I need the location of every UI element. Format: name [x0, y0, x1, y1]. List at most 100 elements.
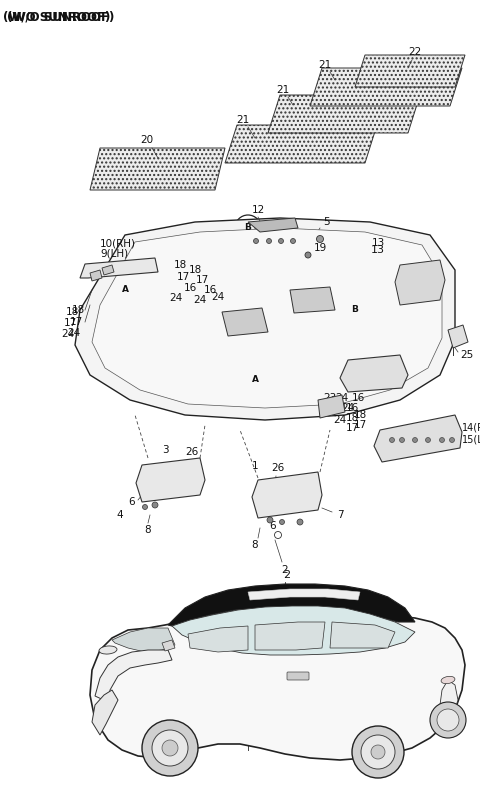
- Text: 24: 24: [211, 292, 225, 302]
- Text: 16: 16: [351, 393, 365, 403]
- Circle shape: [412, 437, 418, 442]
- Text: 24: 24: [334, 415, 347, 425]
- Text: 16: 16: [346, 403, 359, 413]
- Polygon shape: [222, 308, 268, 336]
- Polygon shape: [90, 616, 465, 760]
- Text: 26: 26: [271, 463, 285, 473]
- Text: 16: 16: [183, 283, 197, 293]
- Circle shape: [162, 740, 178, 756]
- Circle shape: [437, 709, 459, 731]
- Polygon shape: [290, 287, 335, 313]
- Polygon shape: [162, 640, 175, 651]
- Text: 12: 12: [252, 205, 264, 215]
- Polygon shape: [75, 218, 455, 420]
- Text: 6: 6: [270, 521, 276, 531]
- Polygon shape: [136, 458, 205, 502]
- Text: 21: 21: [276, 85, 289, 95]
- Polygon shape: [188, 626, 248, 652]
- Polygon shape: [112, 628, 175, 652]
- Circle shape: [253, 239, 259, 244]
- Text: 20: 20: [141, 135, 154, 145]
- Circle shape: [152, 502, 158, 508]
- Text: 4: 4: [117, 510, 123, 520]
- Circle shape: [297, 519, 303, 525]
- Circle shape: [143, 505, 147, 509]
- Text: 6: 6: [129, 497, 135, 507]
- Text: (W/O SUNROOF): (W/O SUNROOF): [7, 10, 114, 23]
- Text: 17: 17: [63, 318, 77, 328]
- Text: 24: 24: [169, 293, 182, 303]
- Polygon shape: [395, 260, 445, 305]
- Text: 11: 11: [382, 368, 395, 378]
- Text: 10(RH): 10(RH): [100, 238, 136, 248]
- Circle shape: [152, 730, 188, 766]
- Polygon shape: [80, 258, 158, 278]
- Text: 21: 21: [318, 60, 332, 70]
- Polygon shape: [438, 680, 458, 730]
- FancyBboxPatch shape: [287, 672, 309, 680]
- Polygon shape: [90, 270, 102, 281]
- Polygon shape: [330, 622, 395, 648]
- Text: 24: 24: [193, 295, 206, 305]
- Text: 9(LH): 9(LH): [100, 249, 128, 259]
- Polygon shape: [168, 584, 415, 626]
- Text: 24: 24: [61, 329, 74, 339]
- Polygon shape: [92, 690, 118, 735]
- Text: 17: 17: [70, 317, 83, 327]
- Text: 25: 25: [460, 350, 474, 360]
- Polygon shape: [102, 265, 114, 275]
- Circle shape: [371, 745, 385, 759]
- Text: 13: 13: [371, 245, 385, 255]
- Text: 17: 17: [195, 275, 209, 285]
- Text: 1: 1: [252, 461, 258, 471]
- Text: 18: 18: [173, 260, 187, 270]
- Circle shape: [399, 437, 405, 442]
- Text: 2: 2: [283, 570, 290, 580]
- Polygon shape: [374, 415, 462, 462]
- Polygon shape: [90, 148, 225, 190]
- Polygon shape: [310, 68, 462, 106]
- Polygon shape: [248, 218, 298, 232]
- Circle shape: [267, 517, 273, 523]
- Text: A: A: [252, 376, 259, 384]
- Text: 13: 13: [372, 238, 384, 248]
- Text: 24: 24: [341, 403, 355, 413]
- Polygon shape: [340, 355, 408, 392]
- Text: 24: 24: [67, 328, 81, 338]
- Text: 7: 7: [336, 510, 343, 520]
- Text: 21: 21: [236, 115, 250, 125]
- Text: (W/O SUNROOF): (W/O SUNROOF): [3, 10, 110, 23]
- Circle shape: [430, 702, 466, 738]
- Polygon shape: [95, 650, 172, 702]
- Circle shape: [425, 437, 431, 442]
- Circle shape: [279, 520, 285, 524]
- Text: 18: 18: [65, 307, 79, 317]
- Text: 18: 18: [346, 413, 359, 423]
- Text: 14(RH): 14(RH): [462, 423, 480, 433]
- Text: 5: 5: [323, 217, 329, 227]
- Polygon shape: [92, 228, 442, 408]
- Circle shape: [361, 735, 395, 769]
- Text: 18: 18: [353, 410, 367, 420]
- Text: A: A: [121, 286, 129, 294]
- Polygon shape: [248, 589, 360, 600]
- Circle shape: [449, 437, 455, 442]
- Circle shape: [290, 239, 296, 244]
- Circle shape: [278, 239, 284, 244]
- Ellipse shape: [99, 646, 117, 654]
- Text: 26: 26: [185, 447, 199, 457]
- Text: 17: 17: [353, 420, 367, 430]
- Text: 2: 2: [282, 565, 288, 575]
- Circle shape: [142, 720, 198, 776]
- Text: 16: 16: [204, 285, 216, 295]
- Text: 18: 18: [72, 305, 84, 315]
- Text: 8: 8: [252, 540, 258, 550]
- Polygon shape: [355, 55, 465, 87]
- Polygon shape: [172, 606, 415, 655]
- Ellipse shape: [441, 676, 455, 683]
- Text: 22: 22: [408, 47, 421, 57]
- Text: 19: 19: [313, 243, 326, 253]
- Polygon shape: [318, 395, 345, 418]
- Text: 24: 24: [334, 403, 347, 413]
- Polygon shape: [255, 622, 325, 650]
